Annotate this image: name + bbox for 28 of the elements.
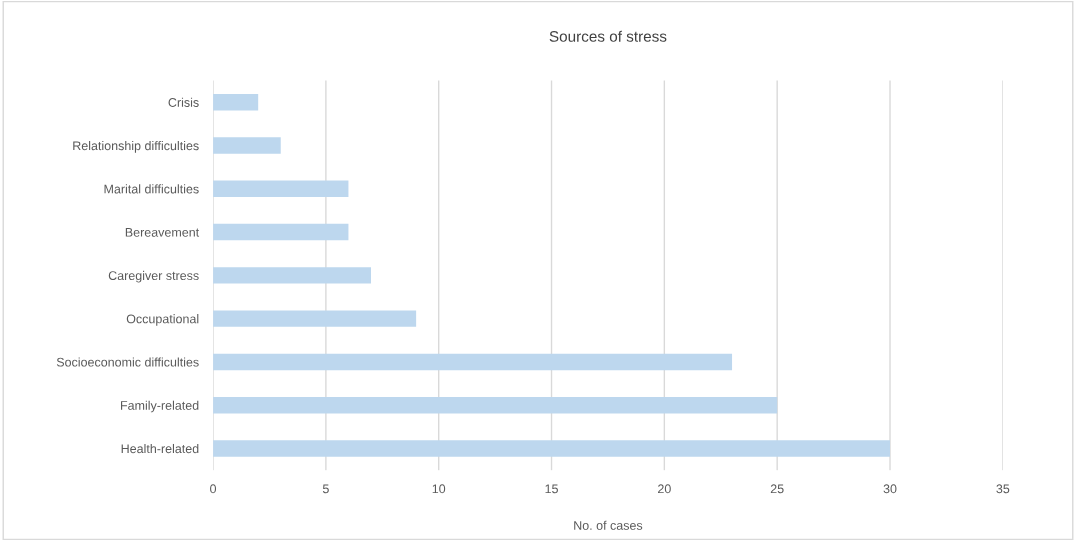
bar [213,440,891,457]
bar [213,137,281,154]
bar [213,396,778,414]
x-tick-label: 0 [210,484,217,494]
bar [213,310,417,327]
bar [213,94,259,111]
bar [213,267,371,284]
x-tick-label: 20 [658,484,671,494]
y-tick-label: Socioeconomic difficulties [56,357,199,367]
chart-title: Sources of stress [549,30,667,42]
x-tick-label: 25 [770,484,784,494]
bar [213,353,733,371]
y-tick-label: Occupational [126,314,199,326]
y-tick-label: Health-related [121,443,199,454]
bar [213,180,349,198]
bar [213,223,349,241]
x-tick-label: 35 [996,484,1010,494]
y-tick-label: Family-related [121,400,199,413]
y-tick-label: Relationship difficulties [73,141,199,153]
x-tick-label: 30 [883,484,897,494]
x-tick-label: 10 [432,484,446,494]
y-tick-label: Marital difficulties [104,184,199,194]
y-tick-label: Caregiver stress [108,270,199,283]
x-tick-label: 5 [322,484,329,494]
x-axis-title: No. of cases [574,520,643,530]
x-tick-label: 15 [545,484,558,494]
y-tick-label: Bereavement [125,228,200,237]
y-tick-label: Crisis [168,97,199,107]
